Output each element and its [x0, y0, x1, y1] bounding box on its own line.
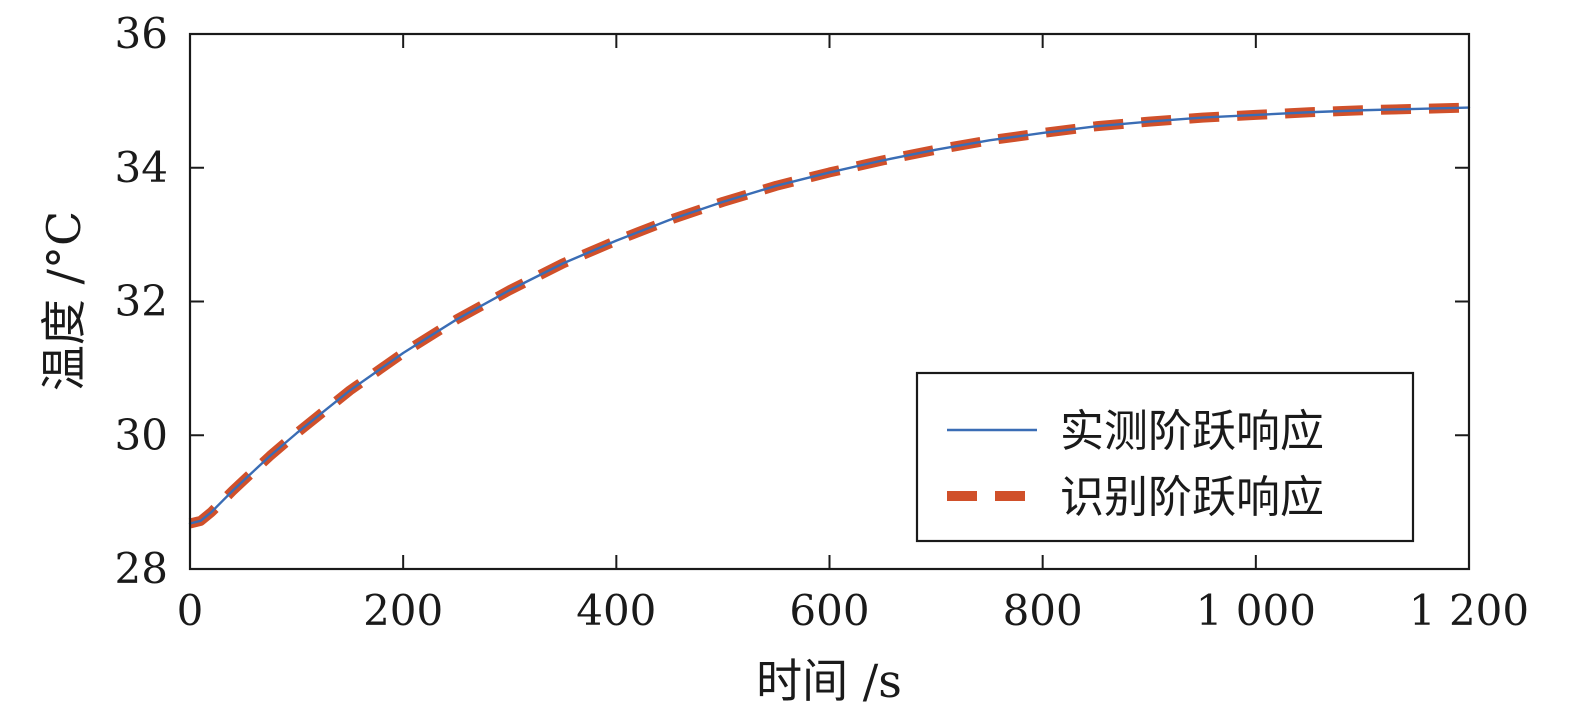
x-tick-label: 600 — [789, 586, 869, 635]
legend-label-identified: 识别阶跃响应 — [1060, 472, 1324, 523]
y-tick-label: 34 — [115, 143, 168, 192]
legend: 实测阶跃响应 识别阶跃响应 — [915, 371, 1415, 543]
x-tick-label: 800 — [1003, 586, 1083, 635]
y-tick-label: 36 — [115, 9, 168, 58]
x-tick-label: 1 200 — [1409, 586, 1529, 635]
y-tick-label: 28 — [115, 544, 168, 593]
y-tick-label: 30 — [115, 410, 168, 459]
series-line-0 — [188, 106, 1471, 525]
ticks-layer: 0 200 400 600 800 1 000 1 200 28 30 32 34 36 — [115, 9, 1530, 635]
x-tick-label: 200 — [363, 586, 443, 635]
legend-box — [915, 371, 1415, 543]
x-tick-label: 1 000 — [1196, 586, 1316, 635]
x-axis-label: 时间 /s — [756, 654, 902, 708]
x-tick-label: 400 — [576, 586, 656, 635]
legend-label-measured: 实测阶跃响应 — [1060, 406, 1324, 457]
y-axis-label: 温度 /°C — [37, 211, 91, 391]
series-layer — [188, 102, 1471, 529]
x-tick-label: 0 — [177, 586, 204, 635]
y-tick-label: 32 — [115, 277, 168, 326]
